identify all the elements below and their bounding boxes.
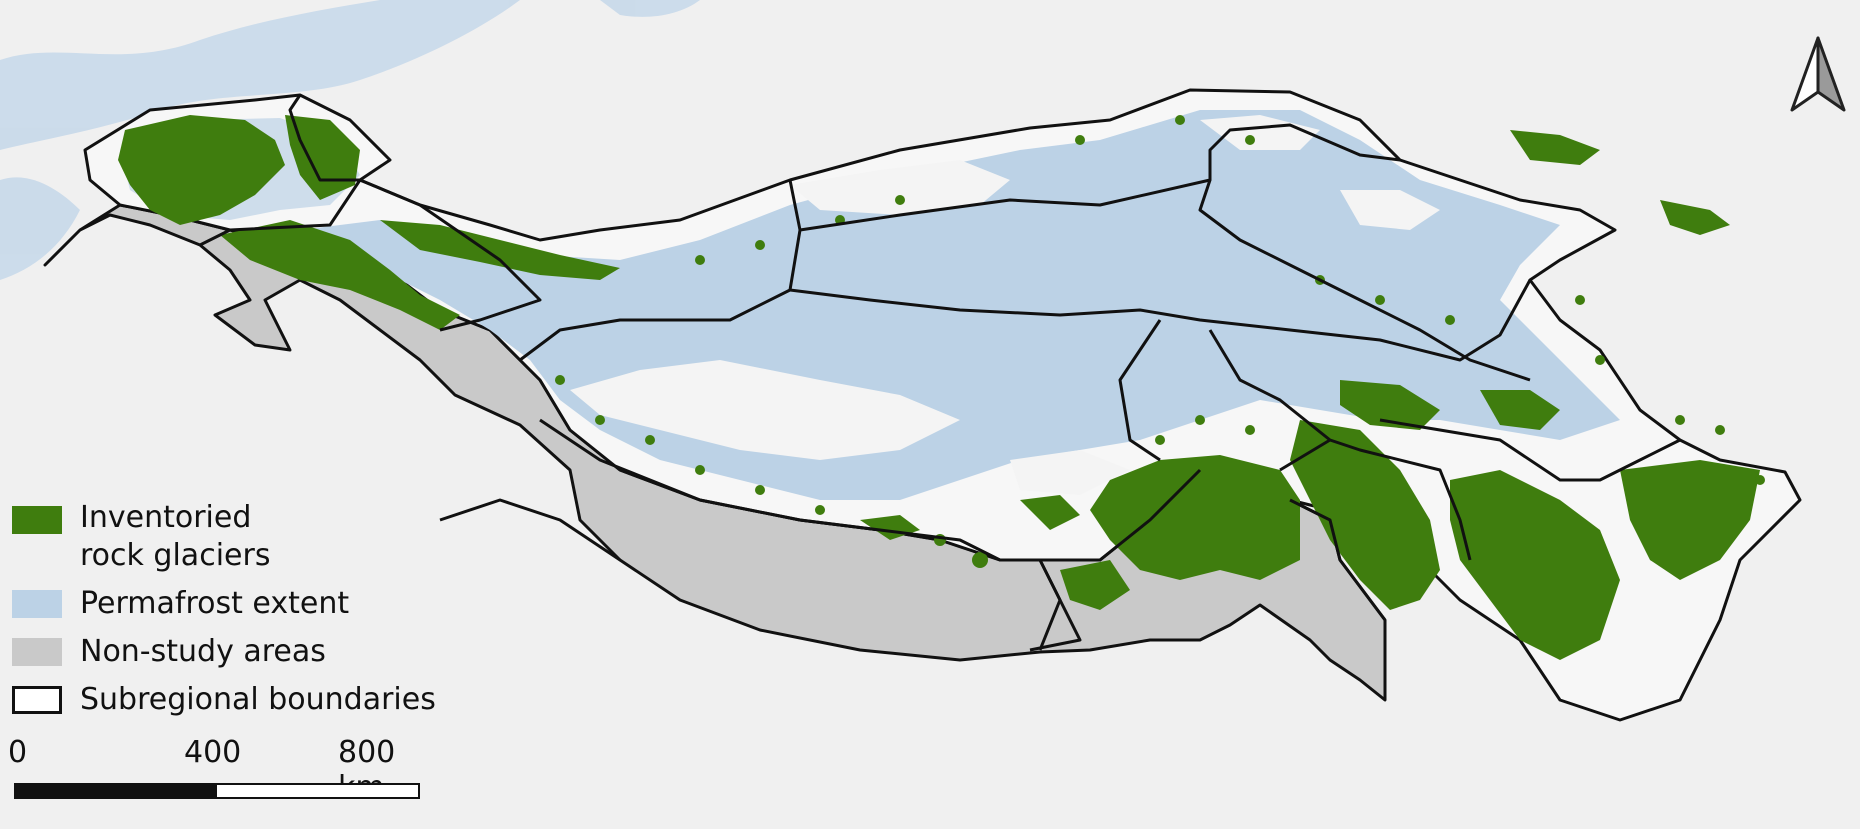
scale-bar-graphic (14, 783, 420, 799)
scale-tick-400: 400 (184, 735, 242, 770)
legend-item-permafrost: Permafrost extent (8, 586, 528, 634)
legend-label-rock-glaciers-2: rock glaciers (80, 538, 271, 573)
permafrost-swatch (12, 590, 62, 618)
legend-label-rock-glaciers-1: Inventoried (80, 500, 252, 535)
map-legend: Inventoried rock glaciers Permafrost ext… (8, 500, 528, 730)
scale-bar-black-segment (16, 785, 217, 797)
subregional-boundaries (199, 94, 1681, 652)
legend-label-permafrost: Permafrost extent (80, 586, 350, 621)
rock-glaciers (118, 115, 1765, 660)
legend-item-boundaries: Subregional boundaries (8, 682, 528, 730)
rock-glacier-swatch (12, 506, 62, 534)
scale-bar: 0 400 800 km (8, 735, 428, 805)
legend-item-non-study: Non-study areas (8, 634, 528, 682)
boundary-swatch (12, 686, 62, 714)
legend-item-rock-glaciers: Inventoried rock glaciers (8, 500, 528, 586)
north-arrow-icon (1790, 36, 1846, 112)
scale-tick-0: 0 (8, 735, 28, 770)
legend-label-boundaries: Subregional boundaries (80, 682, 436, 717)
permafrost-outer (0, 0, 700, 280)
legend-label-non-study: Non-study areas (80, 634, 326, 669)
non-study-swatch (12, 638, 62, 666)
